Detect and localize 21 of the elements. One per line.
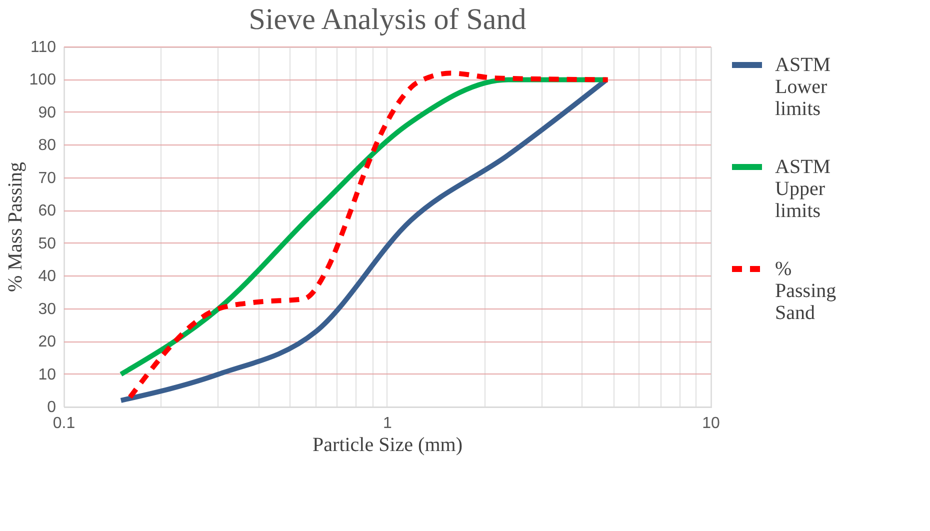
y-tick-label: 10 — [38, 366, 56, 384]
x-tick-label: 0.1 — [52, 415, 76, 432]
legend-label: % Passing Sand — [775, 258, 836, 324]
y-axis-title: % Mass Passing — [4, 162, 26, 292]
x-axis-title: Particle Size (mm) — [312, 434, 462, 456]
chart-title: Sieve Analysis of Sand — [248, 3, 526, 36]
x-tick-label: 10 — [702, 415, 720, 432]
y-tick-label: 0 — [47, 399, 56, 416]
y-tick-label: 80 — [38, 137, 56, 154]
y-tick-label: 60 — [38, 202, 56, 220]
x-tick-label: 1 — [383, 415, 392, 432]
y-tick-label: 30 — [38, 300, 56, 318]
y-tick-label: 50 — [38, 235, 56, 252]
y-tick-label: 110 — [30, 39, 56, 56]
y-tick-label: 40 — [38, 268, 56, 286]
y-tick-label: 90 — [38, 104, 56, 122]
legend-label: ASTM Lower limits — [775, 54, 831, 120]
legend-label: ASTM Upper limits — [775, 156, 831, 222]
y-tick-label: 70 — [38, 170, 56, 187]
y-tick-label: 20 — [38, 334, 56, 351]
y-tick-label: 100 — [29, 72, 56, 89]
